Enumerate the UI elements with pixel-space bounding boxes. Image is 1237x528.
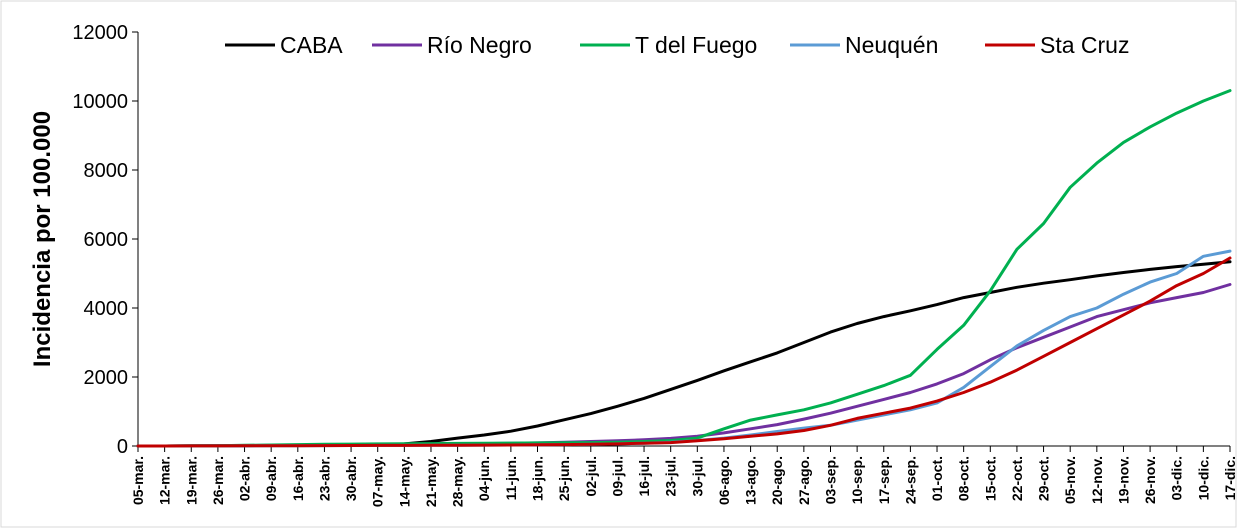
series-line-t-del-fuego: [136, 89, 1232, 448]
x-tick-label: 03-dic.: [1169, 456, 1185, 500]
x-tick-label: 23-abr.: [316, 456, 332, 501]
series-line-sta-cruz: [136, 256, 1232, 448]
x-tick-label: 30-abr.: [343, 456, 359, 501]
x-tick-label: 10-sep.: [849, 456, 865, 504]
x-tick-label: 18-jun.: [530, 456, 546, 501]
x-tick-label: 06-ago.: [716, 456, 732, 505]
y-tick-label: 4000: [84, 298, 129, 320]
x-tick-label: 17-dic.: [1222, 456, 1237, 500]
y-tick-label: 8000: [84, 160, 129, 182]
x-tick-label: 17-sep.: [876, 456, 892, 504]
x-tick-label: 13-ago.: [743, 456, 759, 505]
x-tick-label: 09-jul.: [609, 456, 625, 496]
legend-label: CABA: [280, 32, 343, 58]
x-tick-label: 16-jul.: [636, 456, 652, 496]
x-tick-label: 12-nov.: [1089, 456, 1105, 504]
y-tick-label: 12000: [72, 22, 128, 44]
x-tick-label: 21-may.: [423, 456, 439, 507]
legend-label: Neuquén: [845, 32, 938, 58]
x-tick-label: 05-mar.: [130, 456, 146, 505]
x-tick-label: 20-ago.: [769, 456, 785, 505]
series-line-caba: [136, 260, 1232, 448]
x-tick-label: 10-dic.: [1195, 456, 1211, 500]
x-tick-label: 28-may.: [450, 456, 466, 507]
x-tick-label: 30-jul.: [689, 456, 705, 496]
x-tick-label: 02-abr.: [237, 456, 253, 501]
x-tick-label: 04-jun.: [476, 456, 492, 501]
x-tick-label: 22-oct.: [1009, 456, 1025, 501]
y-tick-label: 0: [117, 436, 128, 458]
x-tick-label: 05-nov.: [1062, 456, 1078, 504]
x-tick-label: 26-mar.: [210, 456, 226, 505]
x-tick-label: 08-oct.: [956, 456, 972, 501]
y-axis-title: Incidencia por 100.000: [29, 111, 56, 367]
legend-label: T del Fuego: [635, 32, 757, 58]
x-tick-label: 23-jul.: [663, 456, 679, 496]
x-tick-label: 15-oct.: [982, 456, 998, 501]
x-tick-label: 09-abr.: [263, 456, 279, 501]
x-tick-label: 16-abr.: [290, 456, 306, 501]
y-tick-label: 10000: [72, 91, 128, 113]
x-tick-label: 27-ago.: [796, 456, 812, 505]
x-tick-label: 07-may.: [370, 456, 386, 507]
x-tick-label: 12-mar.: [157, 456, 173, 505]
x-tick-label: 25-jun.: [556, 456, 572, 501]
x-tick-label: 19-nov.: [1115, 456, 1131, 504]
x-tick-label: 02-jul.: [583, 456, 599, 496]
x-tick-label: 01-oct.: [929, 456, 945, 501]
series-line-r-o-negro: [136, 283, 1232, 448]
x-tick-label: 26-nov.: [1142, 456, 1158, 504]
legend-label: Río Negro: [427, 32, 532, 58]
x-tick-label: 14-may.: [396, 456, 412, 507]
x-tick-label: 24-sep.: [902, 456, 918, 504]
legend-label: Sta Cruz: [1040, 32, 1129, 58]
x-tick-label: 03-sep.: [822, 456, 838, 504]
x-tick-label: 11-jun.: [503, 456, 519, 500]
x-tick-label: 29-oct.: [1036, 456, 1052, 501]
y-tick-label: 2000: [84, 367, 129, 389]
x-tick-label: 19-mar.: [183, 456, 199, 505]
y-tick-label: 6000: [84, 229, 129, 251]
